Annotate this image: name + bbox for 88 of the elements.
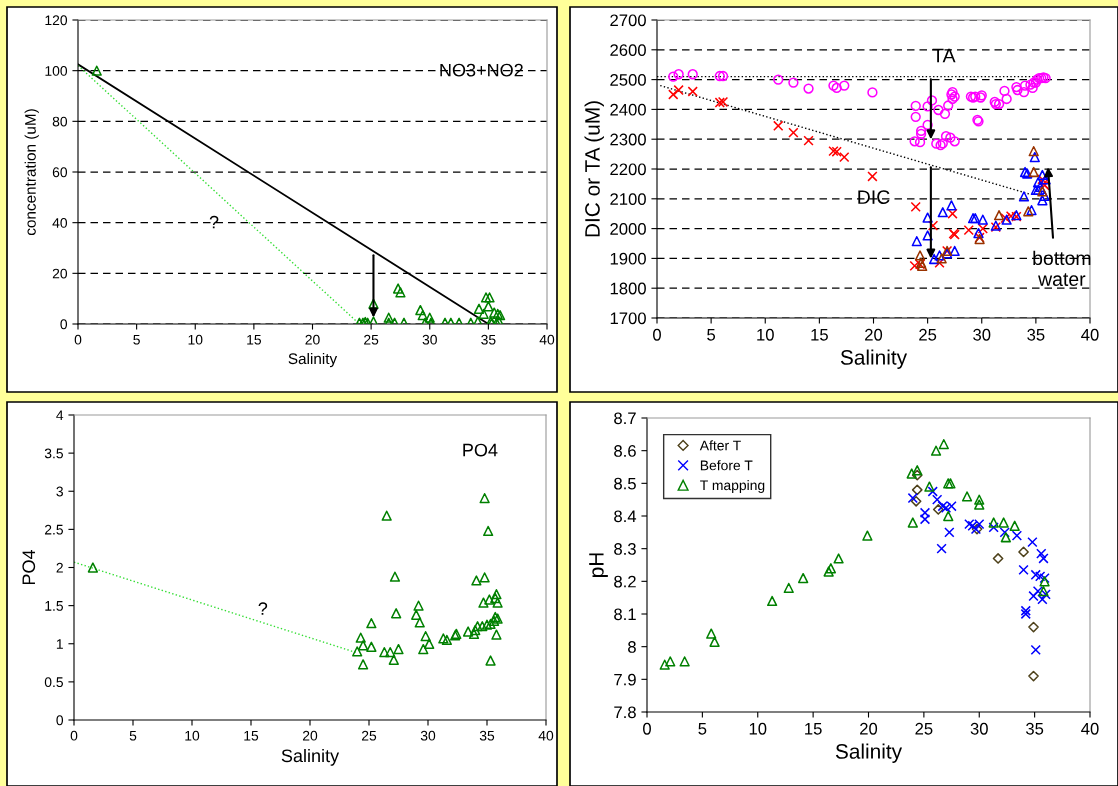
x-axis-title: Salinity — [835, 743, 903, 763]
x-tick-label: 30 — [422, 334, 437, 345]
x-tick-label: 35 — [1025, 722, 1044, 735]
x-tick-label: 10 — [188, 334, 203, 345]
y-tick-label: 3 — [56, 486, 63, 497]
x-tick-label: 20 — [860, 722, 878, 735]
y-tick-label: 2 — [56, 562, 63, 573]
y-tick-label: 80 — [52, 116, 68, 127]
y-tick-label: 2500 — [610, 74, 646, 86]
y-tick-label: 1800 — [610, 282, 646, 295]
annotation: PO4 — [463, 443, 498, 457]
y-tick-label: 1 — [56, 639, 63, 649]
y-tick-label: 8.6 — [614, 445, 636, 457]
y-tick-label: 120 — [45, 15, 68, 26]
y-tick-label: 2700 — [610, 14, 646, 27]
x-axis-title: Salinity — [281, 748, 340, 766]
y-tick-label: 8.4 — [614, 510, 637, 523]
y-axis-title: pH — [589, 553, 608, 577]
y-tick-label: 7.9 — [614, 673, 636, 686]
y-tick-label: 2600 — [610, 44, 646, 56]
x-axis-title: Salinity — [840, 349, 908, 369]
x-tick-label: 0 — [653, 328, 661, 341]
x-tick-label: 10 — [757, 328, 774, 341]
x-tick-label: 20 — [865, 328, 883, 341]
x-tick-label: 15 — [247, 334, 262, 345]
x-tick-label: 5 — [129, 730, 137, 741]
x-tick-label: 25 — [915, 722, 933, 735]
y-tick-label: 2400 — [610, 103, 646, 116]
y-tick-label: 1.5 — [45, 601, 63, 611]
x-tick-label: 15 — [811, 329, 828, 341]
y-tick-label: 8.1 — [614, 608, 636, 621]
y-tick-label: 8.3 — [614, 543, 636, 555]
x-tick-label: 25 — [361, 730, 377, 741]
x-tick-label: 40 — [539, 334, 555, 345]
x-tick-label: 0 — [70, 730, 78, 741]
y-tick-label: 8.7 — [614, 412, 636, 425]
y-tick-label: 60 — [52, 167, 68, 178]
annotation: bottom water — [1033, 250, 1091, 287]
x-tick-label: 30 — [420, 730, 436, 741]
x-tick-label: 5 — [133, 334, 140, 345]
y-tick-label: 20 — [52, 268, 68, 279]
x-tick-label: 35 — [481, 334, 496, 345]
x-tick-label: 15 — [244, 730, 259, 741]
x-tick-label: 20 — [302, 730, 318, 741]
y-axis-title: PO4 — [22, 549, 36, 585]
x-tick-label: 30 — [973, 328, 991, 341]
x-axis-title: Salinity — [288, 352, 338, 368]
y-tick-label: 1700 — [610, 312, 646, 325]
y-tick-label: 100 — [45, 66, 68, 76]
y-tick-label: 2300 — [610, 133, 646, 146]
y-tick-label: 2200 — [610, 163, 646, 176]
x-tick-label: 5 — [707, 329, 716, 341]
y-tick-label: 8.2 — [614, 575, 636, 588]
annotation: ? — [209, 215, 219, 229]
y-tick-label: 0.5 — [44, 677, 63, 688]
y-tick-label: 8 — [628, 641, 636, 653]
legend-label: After T — [699, 440, 741, 451]
y-tick-label: 4 — [56, 410, 64, 421]
y-tick-label: 1900 — [610, 252, 646, 265]
y-tick-label: 40 — [52, 218, 68, 228]
annotation: TA — [932, 48, 956, 63]
legend-label: T mapping — [700, 480, 765, 493]
y-axis-title: concentration (uM) — [24, 109, 39, 236]
x-tick-label: 5 — [698, 723, 707, 735]
x-tick-label: 0 — [74, 334, 82, 345]
y-axis-title: DIC or TA (uM) — [584, 101, 604, 237]
y-tick-label: 2100 — [610, 193, 646, 205]
legend-label: Before T — [700, 460, 753, 471]
x-tick-label: 15 — [805, 723, 822, 735]
x-tick-label: 40 — [1081, 328, 1099, 341]
annotation: ? — [258, 602, 268, 615]
y-tick-label: 0 — [56, 715, 64, 726]
x-tick-label: 30 — [970, 722, 988, 735]
x-tick-label: 25 — [919, 328, 937, 341]
x-tick-label: 20 — [305, 334, 320, 345]
y-tick-label: 2000 — [610, 223, 646, 235]
x-tick-label: 40 — [1081, 722, 1099, 735]
x-tick-label: 35 — [1027, 328, 1045, 341]
x-tick-label: 10 — [185, 730, 200, 741]
y-tick-label: 7.8 — [614, 706, 636, 719]
x-tick-label: 40 — [538, 730, 554, 741]
x-tick-label: 25 — [364, 334, 379, 345]
y-tick-label: 3.5 — [44, 448, 63, 459]
y-tick-label: 2.5 — [44, 524, 63, 535]
y-tick-label: 8.5 — [614, 477, 636, 490]
x-tick-label: 10 — [749, 722, 767, 735]
x-tick-label: 35 — [479, 730, 495, 741]
y-tick-label: 0 — [60, 319, 68, 330]
